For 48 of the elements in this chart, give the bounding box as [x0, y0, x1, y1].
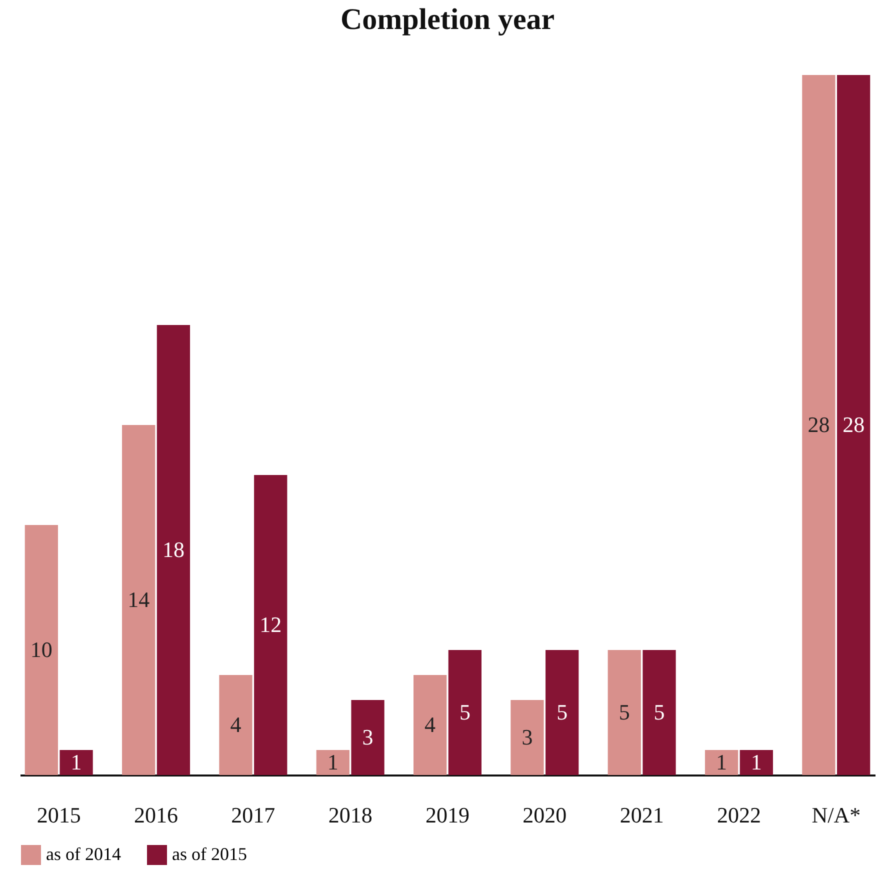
x-tick-label: 2018: [328, 802, 372, 828]
bar: [704, 750, 738, 775]
x-tick-label: 2016: [134, 802, 178, 828]
bar: [351, 700, 384, 775]
bar: [837, 75, 870, 775]
data-label: 10: [30, 637, 52, 662]
data-label: 5: [556, 700, 568, 724]
data-label: 28: [842, 412, 865, 437]
bar: [24, 525, 58, 775]
x-tick-label: 2015: [36, 802, 81, 828]
bar: [413, 675, 447, 775]
bar: [156, 325, 190, 775]
data-label: 1: [716, 750, 728, 774]
data-label: 4: [230, 712, 242, 737]
x-tick-label: 2017: [231, 802, 276, 828]
data-label: 3: [362, 724, 374, 750]
legend-label: as of 2014: [46, 844, 121, 864]
data-label: 12: [260, 612, 282, 637]
bar: [60, 750, 93, 775]
data-label: 5: [618, 700, 630, 724]
bar: [740, 750, 773, 775]
bar: [546, 650, 579, 775]
bar: [608, 650, 641, 775]
data-label: 4: [424, 712, 436, 737]
data-label: 18: [162, 537, 184, 562]
legend-label: as of 2015: [172, 844, 247, 864]
data-label: 1: [70, 750, 82, 774]
bar: [448, 650, 482, 775]
data-label: 1: [750, 750, 762, 774]
x-tick-label: 2021: [620, 802, 664, 828]
bar: [122, 425, 156, 775]
x-tick-label: 2019: [426, 802, 470, 828]
chart-title: Completion year: [340, 3, 555, 36]
bar: [510, 700, 544, 775]
data-label: 14: [128, 587, 150, 612]
data-label: 1: [327, 750, 338, 774]
bar: [254, 475, 288, 775]
bar: [316, 750, 350, 775]
data-label: 5: [459, 700, 470, 724]
x-tick-label: 2020: [522, 802, 567, 828]
bar: [219, 675, 252, 775]
data-label: 28: [808, 412, 830, 437]
bar: [642, 650, 676, 775]
x-tick-label: 2022: [716, 802, 761, 828]
data-label: 5: [654, 700, 665, 724]
x-tick-label: N/A*: [812, 802, 861, 828]
bar: [802, 75, 836, 775]
data-label: 3: [522, 724, 533, 750]
